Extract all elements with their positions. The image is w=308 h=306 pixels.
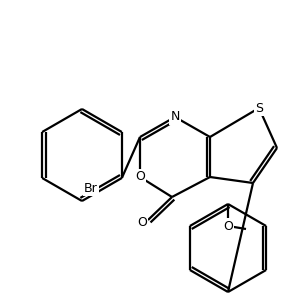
Text: S: S xyxy=(255,102,263,114)
Text: O: O xyxy=(137,215,147,229)
Text: O: O xyxy=(135,170,145,184)
Text: N: N xyxy=(170,110,180,124)
Text: Br: Br xyxy=(84,182,98,195)
Text: O: O xyxy=(223,219,233,233)
